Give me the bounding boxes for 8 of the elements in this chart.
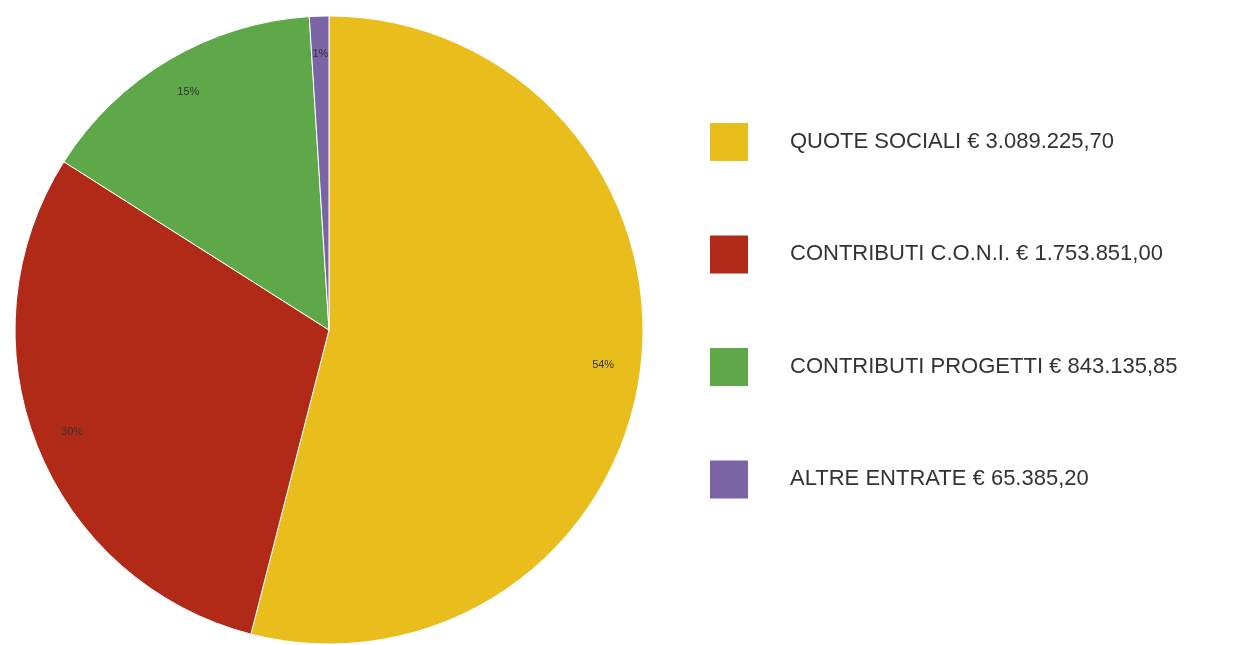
data-label: 54% [592,357,615,370]
legend-label: CONTRIBUTI C.O.N.I. € 1.753.851,00 [790,240,1163,266]
legend-label: CONTRIBUTI PROGETTI € 843.135,85 [790,352,1178,378]
legend-label: QUOTE SOCIALI € 3.089.225,70 [790,127,1115,153]
data-label: 15% [177,85,200,98]
data-label: 1% [312,46,329,59]
legend-label: ALTRE ENTRATE € 65.385,20 [790,465,1089,491]
data-label: 30% [61,424,84,437]
